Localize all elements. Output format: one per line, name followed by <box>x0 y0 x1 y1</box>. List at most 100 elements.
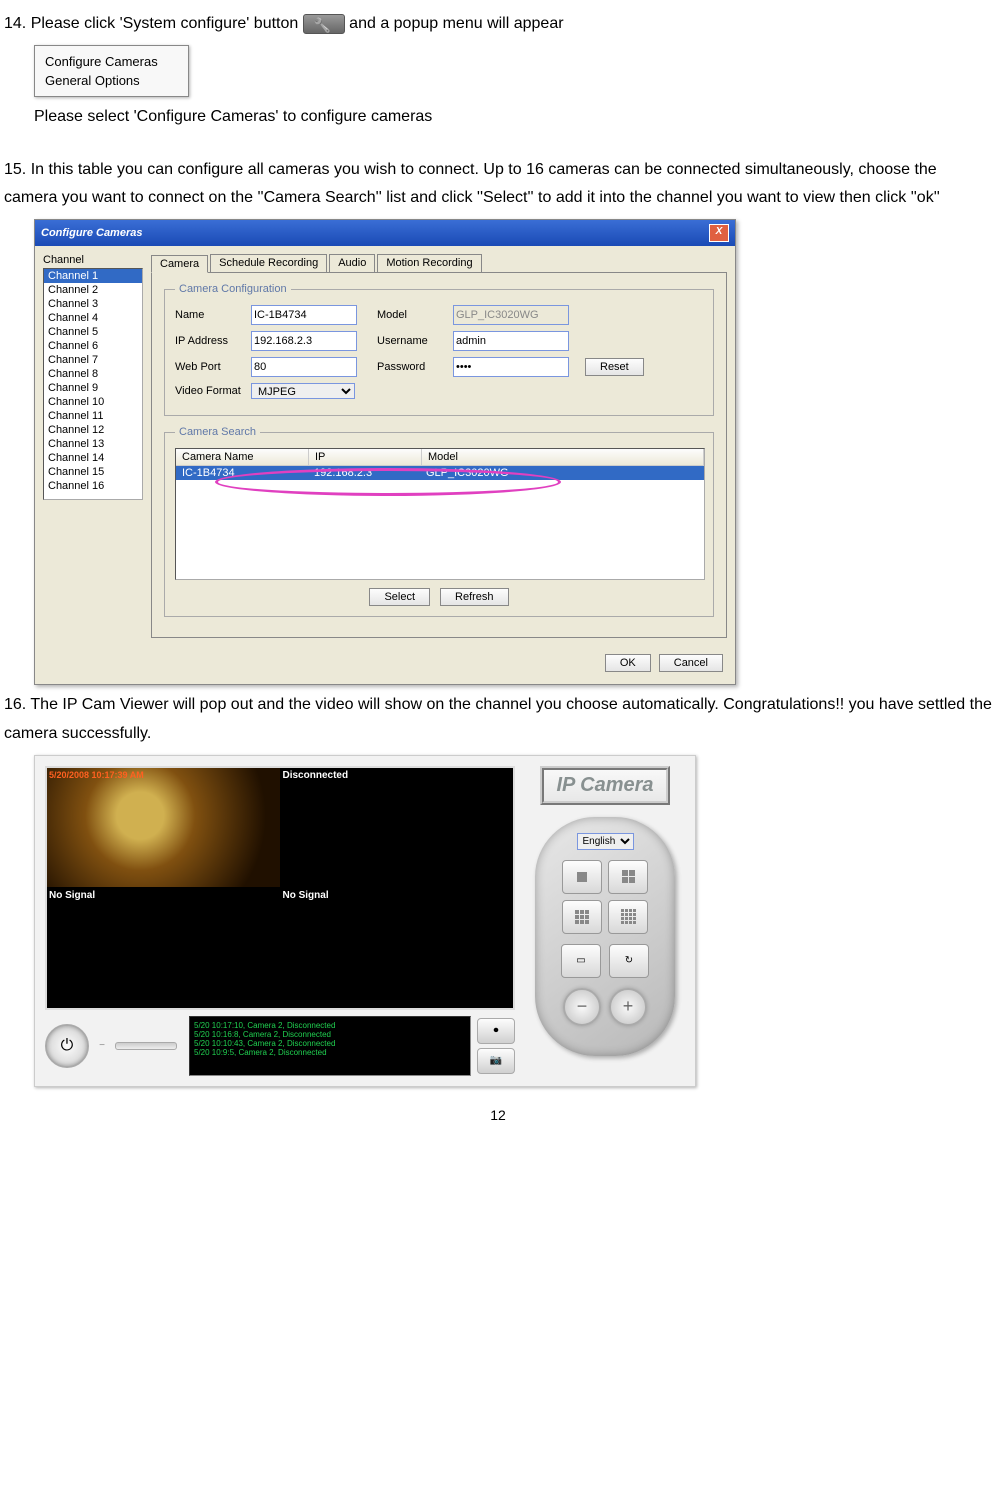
col-ip: IP <box>309 449 422 465</box>
video-cell-4[interactable]: No Signal <box>281 888 514 1008</box>
video-area: 5/20/2008 10:17:39 AM Disconnected No Si… <box>45 766 515 1076</box>
zoom-in-button[interactable]: + <box>609 988 647 1026</box>
refresh-button[interactable]: Refresh <box>440 588 509 606</box>
tab-content: Camera Configuration Name IP Address <box>151 272 727 638</box>
tab-motion-recording[interactable]: Motion Recording <box>377 254 481 272</box>
name-field[interactable] <box>251 305 357 325</box>
step16-text: The IP Cam Viewer will pop out and the v… <box>4 696 992 742</box>
col-model: Model <box>422 449 704 465</box>
camera-search-table[interactable]: Camera Name IP Model IC-1B4734 192.168.2… <box>175 448 705 580</box>
log-line: 5/20 10:17:10, Camera 2, Disconnected <box>194 1021 466 1030</box>
fullscreen-button[interactable]: ▭ <box>561 944 601 978</box>
ipcam-viewer: 5/20/2008 10:17:39 AM Disconnected No Si… <box>34 755 696 1087</box>
channel-item[interactable]: Channel 3 <box>44 297 142 311</box>
step-14: 14. Please click 'System configure' butt… <box>4 10 992 39</box>
ipcam-title: IP Camera <box>540 766 669 805</box>
cell1-osd: 5/20/2008 10:17:39 AM <box>49 770 144 780</box>
password-field[interactable] <box>453 357 569 377</box>
video-cell-3[interactable]: No Signal <box>47 888 280 1008</box>
channel-item[interactable]: Channel 10 <box>44 395 142 409</box>
step15-text: In this table you can configure all came… <box>4 161 940 207</box>
log-line: 5/20 10:9:5, Camera 2, Disconnected <box>194 1048 466 1057</box>
port-field[interactable] <box>251 357 357 377</box>
tab-schedule-recording[interactable]: Schedule Recording <box>210 254 327 272</box>
channel-item[interactable]: Channel 14 <box>44 451 142 465</box>
bottom-controls: ⏻ − 5/20 10:17:10, Camera 2, Disconnecte… <box>45 1016 515 1076</box>
cell2-status: Disconnected <box>283 770 349 781</box>
snapshot-button[interactable]: 📷 <box>477 1048 515 1074</box>
cell3-status: No Signal <box>49 890 95 901</box>
channel-item[interactable]: Channel 12 <box>44 423 142 437</box>
cycle-button[interactable]: ↻ <box>609 944 649 978</box>
layout-buttons <box>562 860 648 934</box>
channel-item[interactable]: Channel 5 <box>44 325 142 339</box>
step14-text-a: Please click 'System configure' button <box>31 15 303 32</box>
channel-item[interactable]: Channel 1 <box>44 269 142 283</box>
layout-4x4-button[interactable] <box>608 900 648 934</box>
step15-num: 15. <box>4 156 26 185</box>
channel-item[interactable]: Channel 2 <box>44 283 142 297</box>
step-15: 15. In this table you can configure all … <box>4 156 992 214</box>
ok-button[interactable]: OK <box>605 654 651 672</box>
port-label: Web Port <box>175 361 245 373</box>
zoom-out-button[interactable]: − <box>563 988 601 1026</box>
ip-label: IP Address <box>175 335 245 347</box>
video-cell-1[interactable]: 5/20/2008 10:17:39 AM <box>47 768 280 888</box>
popup-item-general-options[interactable]: General Options <box>45 71 158 90</box>
tabs-panel: Camera Schedule Recording Audio Motion R… <box>151 254 727 638</box>
config-legend: Camera Configuration <box>175 283 291 295</box>
configure-cameras-dialog: Configure Cameras X Channel Channel 1 Ch… <box>34 219 736 685</box>
channel-item[interactable]: Channel 9 <box>44 381 142 395</box>
record-button[interactable]: ⏺ <box>477 1018 515 1044</box>
model-label: Model <box>377 309 447 321</box>
search-header: Camera Name IP Model <box>176 449 704 466</box>
popup-item-configure-cameras[interactable]: Configure Cameras <box>45 52 158 71</box>
channel-item[interactable]: Channel 11 <box>44 409 142 423</box>
close-icon[interactable]: X <box>709 224 729 242</box>
camera-search-group: Camera Search Camera Name IP Model IC-1B… <box>164 426 714 617</box>
page-number: 12 <box>4 1107 992 1123</box>
select-button[interactable]: Select <box>369 588 430 606</box>
cell4-status: No Signal <box>283 890 329 901</box>
volume-slider[interactable] <box>115 1042 177 1050</box>
log-line: 5/20 10:10:43, Camera 2, Disconnected <box>194 1039 466 1048</box>
language-select[interactable]: English <box>577 833 634 850</box>
minus-icon: − <box>95 1040 109 1051</box>
channel-label: Channel <box>43 254 143 266</box>
user-label: Username <box>377 335 447 347</box>
step14-text-b: and a popup menu will appear <box>349 15 563 32</box>
channel-item[interactable]: Channel 7 <box>44 353 142 367</box>
cancel-button[interactable]: Cancel <box>659 654 723 672</box>
video-cell-2[interactable]: Disconnected <box>281 768 514 888</box>
channel-list[interactable]: Channel 1 Channel 2 Channel 3 Channel 4 … <box>43 268 143 500</box>
ip-field[interactable] <box>251 331 357 351</box>
channel-item[interactable]: Channel 13 <box>44 437 142 451</box>
power-button[interactable]: ⏻ <box>45 1024 89 1068</box>
channel-item[interactable]: Channel 6 <box>44 339 142 353</box>
search-row-selected[interactable]: IC-1B4734 192.168.2.3 GLP_IC3020WG <box>176 466 704 480</box>
layout-2x2-button[interactable] <box>608 860 648 894</box>
search-legend: Camera Search <box>175 426 260 438</box>
video-grid: 5/20/2008 10:17:39 AM Disconnected No Si… <box>45 766 515 1010</box>
username-field[interactable] <box>453 331 569 351</box>
step14-text-c: Please select 'Configure Cameras' to con… <box>34 103 992 132</box>
reset-button[interactable]: Reset <box>585 358 644 376</box>
channel-panel: Channel Channel 1 Channel 2 Channel 3 Ch… <box>43 254 143 638</box>
tab-audio[interactable]: Audio <box>329 254 375 272</box>
step16-num: 16. <box>4 691 26 720</box>
cell-model: GLP_IC3020WG <box>420 466 704 480</box>
event-log: 5/20 10:17:10, Camera 2, Disconnected 5/… <box>189 1016 471 1076</box>
layout-1x1-button[interactable] <box>562 860 602 894</box>
cell-ip: 192.168.2.3 <box>308 466 420 480</box>
tab-camera[interactable]: Camera <box>151 255 208 273</box>
dialog-titlebar: Configure Cameras X <box>35 220 735 246</box>
format-select[interactable]: MJPEG <box>251 383 355 399</box>
channel-item[interactable]: Channel 15 <box>44 465 142 479</box>
remote-panel: English ▭ ↻ − + <box>535 817 675 1056</box>
channel-item[interactable]: Channel 8 <box>44 367 142 381</box>
channel-item[interactable]: Channel 16 <box>44 479 142 493</box>
layout-3x3-button[interactable] <box>562 900 602 934</box>
popup-menu: Configure Cameras General Options <box>34 45 189 97</box>
channel-item[interactable]: Channel 4 <box>44 311 142 325</box>
camera-configuration-group: Camera Configuration Name IP Address <box>164 283 714 416</box>
